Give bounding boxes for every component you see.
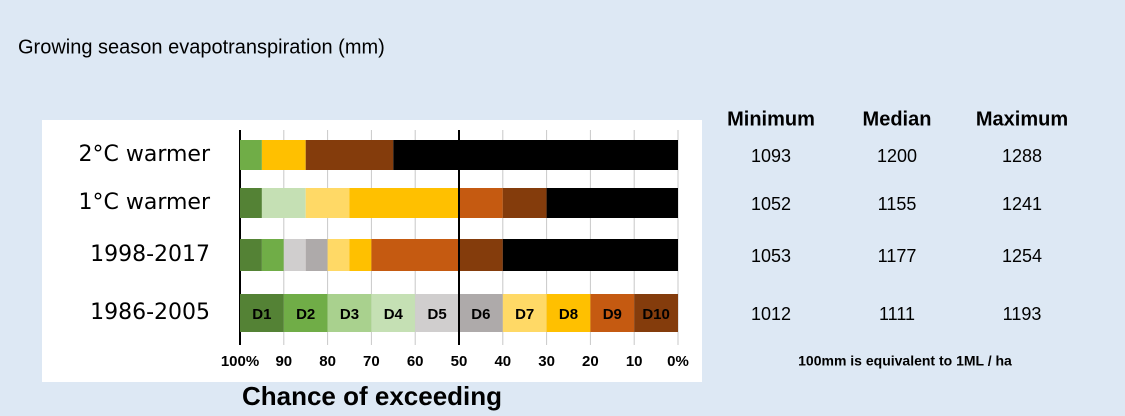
- table-cell: 1111: [879, 304, 915, 324]
- table-cell: 1052: [751, 194, 791, 214]
- chart-title: Growing season evapotranspiration (mm): [18, 36, 385, 58]
- table-cell: 1093: [751, 146, 791, 166]
- table-note: 100mm is equivalent to 1ML / ha: [798, 353, 1012, 369]
- x-axis-label: Chance of exceeding: [242, 381, 502, 411]
- bar-segment: [283, 239, 306, 271]
- bar-segment: [459, 188, 503, 218]
- x-tick-label: 80: [319, 353, 336, 370]
- x-tick-label: 60: [407, 353, 424, 370]
- table-header: Maximum: [976, 108, 1068, 130]
- y-tick-label: 1998-2017: [90, 242, 210, 267]
- segment-label: D6: [471, 306, 490, 323]
- table-cell: 1053: [751, 246, 791, 266]
- bar-segment: [261, 140, 306, 170]
- table-cell: 1177: [878, 246, 917, 266]
- x-tick-label: 10: [626, 353, 643, 370]
- bar-segment: [261, 188, 306, 218]
- table-cell: 1012: [751, 304, 791, 324]
- table-cell: 1193: [1003, 304, 1042, 324]
- table-cell: 1200: [877, 146, 917, 166]
- x-tick-label: 90: [275, 353, 292, 370]
- bar-segment: [349, 188, 459, 218]
- x-tick-label: 100%: [221, 353, 259, 370]
- bar-segment: [415, 294, 459, 332]
- bar-segment: [240, 239, 262, 271]
- segment-label: D2: [296, 306, 315, 323]
- bar-segment: [546, 294, 591, 332]
- bar-segment: [349, 239, 372, 271]
- bar-segment: [327, 294, 372, 332]
- bar-segment: [502, 294, 547, 332]
- bar-segment: [240, 140, 262, 170]
- table-cell: 1254: [1002, 246, 1042, 266]
- x-tick-label: 70: [363, 353, 380, 370]
- table-header: Minimum: [727, 108, 815, 130]
- segment-label: D7: [515, 306, 534, 323]
- segment-label: D4: [384, 306, 404, 323]
- y-tick-label: 1986-2005: [90, 300, 210, 325]
- bar-segment: [590, 294, 635, 332]
- table-cell: 1155: [878, 194, 917, 214]
- x-tick-label: 0%: [667, 353, 689, 370]
- bar-segment: [240, 188, 262, 218]
- segment-label: D1: [252, 306, 271, 323]
- bar-segment: [459, 239, 503, 271]
- bar-segment: [393, 140, 678, 170]
- segment-label: D9: [603, 306, 622, 323]
- segment-label: D10: [642, 306, 670, 323]
- table-header: Median: [863, 108, 932, 130]
- bar-segment: [305, 140, 394, 170]
- bar-segment: [546, 188, 678, 218]
- bar-segment: [459, 294, 503, 332]
- segment-label: D8: [559, 306, 578, 323]
- bar-segment: [261, 239, 284, 271]
- table-cell: 1288: [1002, 146, 1042, 166]
- y-tick-label: 1°C warmer: [79, 190, 211, 215]
- segment-label: D5: [428, 306, 447, 323]
- bar-segment: [283, 294, 328, 332]
- bar-segment: [305, 188, 350, 218]
- bar-segment: [634, 294, 678, 332]
- segment-label: D3: [340, 306, 359, 323]
- bar-segment: [371, 294, 416, 332]
- x-tick-label: 20: [582, 353, 599, 370]
- bar-segment: [502, 188, 547, 218]
- x-tick-label: 30: [538, 353, 555, 370]
- bar-segment: [240, 294, 284, 332]
- x-tick-label: 40: [494, 353, 511, 370]
- bar-segment: [371, 239, 459, 271]
- bar-segment: [327, 239, 350, 271]
- table-cell: 1241: [1002, 194, 1042, 214]
- y-tick-label: 2°C warmer: [79, 142, 211, 167]
- bar-segment: [502, 239, 678, 271]
- x-tick-label: 50: [451, 353, 468, 370]
- bar-segment: [305, 239, 328, 271]
